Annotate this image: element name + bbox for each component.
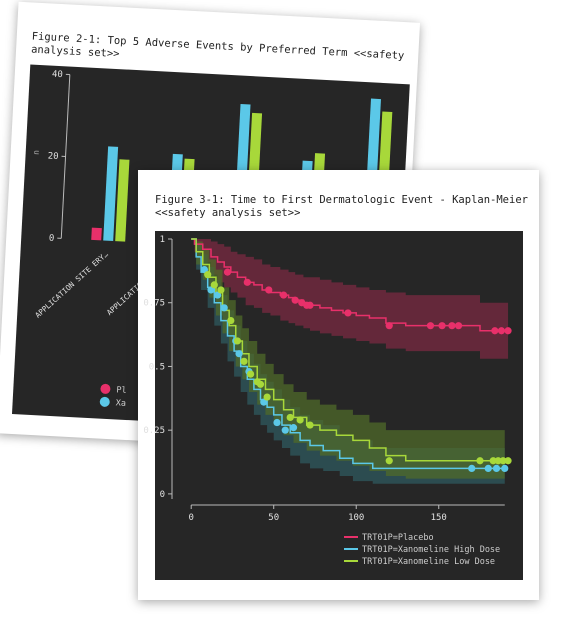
bar-legend-label: Xa <box>115 398 126 409</box>
bar-y-tick-label: 0 <box>49 234 55 244</box>
km-censor-1-1 <box>207 286 215 294</box>
km-x-tick-label: 150 <box>431 513 447 523</box>
km-censor-0-8 <box>344 309 352 317</box>
km-censor-2-5 <box>240 357 248 365</box>
km-censor-2-13 <box>385 457 393 465</box>
km-censor-0-16 <box>504 327 512 335</box>
km-y-tick-label: 0.75 <box>143 299 165 309</box>
km-censor-0-0 <box>223 268 232 276</box>
km-chart-card: Figure 3-1: Time to First Dermatologic E… <box>138 170 539 600</box>
km-censor-2-0 <box>204 271 212 279</box>
km-censor-1-11 <box>468 464 476 473</box>
km-legend-label: TRT01P=Xanomeline Low Dose <box>362 557 495 567</box>
km-y-tick-label: 0.5 <box>149 362 165 372</box>
km-censor-2-9 <box>263 393 271 401</box>
km-censor-2-18 <box>504 457 512 465</box>
km-censor-2-12 <box>306 421 314 429</box>
km-x-tick-label: 0 <box>188 513 193 523</box>
km-band-1 <box>191 239 505 484</box>
km-censor-2-8 <box>256 380 265 388</box>
bar-1-0 <box>103 146 119 242</box>
km-legend-label: TRT01P=Placebo <box>362 533 434 543</box>
km-censor-0-14 <box>491 327 499 335</box>
km-x-tick-label: 100 <box>348 513 364 523</box>
km-x-tick-label: 50 <box>268 513 279 523</box>
km-y-tick-label: 1 <box>160 235 165 245</box>
km-censor-1-2 <box>214 291 222 299</box>
km-censor-1-9 <box>281 426 289 434</box>
km-censor-2-3 <box>227 316 235 325</box>
km-censor-0-15 <box>497 327 506 335</box>
km-censor-0-4 <box>291 296 299 304</box>
bar-category-label: APPLICATION SITE ERY… <box>33 249 110 319</box>
km-censor-1-13 <box>492 464 501 473</box>
bar-legend-marker <box>100 383 111 394</box>
km-chart: 0 0.25 0.5 0.75 1 0 50 100 150 TRT01P=Placebo TRT0… <box>143 235 512 567</box>
km-censor-1-3 <box>220 304 228 312</box>
bar-y-tick-label: 20 <box>47 152 58 163</box>
km-legend-label: TRT01P=Xanomeline High Dose <box>362 545 500 555</box>
km-censor-2-6 <box>247 370 255 378</box>
km-censor-1-10 <box>289 424 298 432</box>
km-censor-2-14 <box>476 457 484 465</box>
bar-2-0 <box>115 159 130 242</box>
km-censor-1-12 <box>484 464 492 473</box>
bar-legend-label: Pl <box>116 385 127 396</box>
bar-y-tick-label: 40 <box>52 70 63 81</box>
km-censor-0-12 <box>448 322 456 330</box>
km-y-tick-label: 0.25 <box>143 426 165 436</box>
km-censor-2-1 <box>210 281 218 289</box>
bar-0-0 <box>91 227 102 241</box>
km-censor-1-14 <box>501 464 509 473</box>
km-censor-0-10 <box>426 322 435 330</box>
km-y-tick-label: 0 <box>160 490 165 500</box>
km-censor-2-2 <box>217 286 225 294</box>
km-censor-0-9 <box>385 322 393 330</box>
km-band-2 <box>191 239 505 479</box>
km-censor-2-17 <box>499 457 507 465</box>
km-censor-0-3 <box>280 291 288 299</box>
bar-legend-marker <box>99 396 110 407</box>
km-censor-1-8 <box>273 418 281 427</box>
km-censor-2-4 <box>233 337 242 345</box>
bar-y-axis-label: n <box>32 150 41 155</box>
km-censor-0-1 <box>243 278 251 286</box>
km-censor-2-10 <box>286 413 294 422</box>
km-censor-1-0 <box>200 265 209 274</box>
km-censor-0-11 <box>438 322 446 330</box>
km-censor-2-11 <box>296 416 304 424</box>
km-line-0 <box>191 238 509 332</box>
km-censor-0-13 <box>454 322 463 330</box>
km-censor-1-5 <box>235 350 243 358</box>
km-censor-1-7 <box>260 398 268 406</box>
km-censor-2-16 <box>494 457 502 465</box>
km-censor-2-15 <box>489 457 497 465</box>
km-censor-0-2 <box>265 286 273 294</box>
km-censor-0-7 <box>306 301 314 309</box>
km-chart-title: Figure 3-1: Time to First Dermatologic E… <box>155 194 535 219</box>
